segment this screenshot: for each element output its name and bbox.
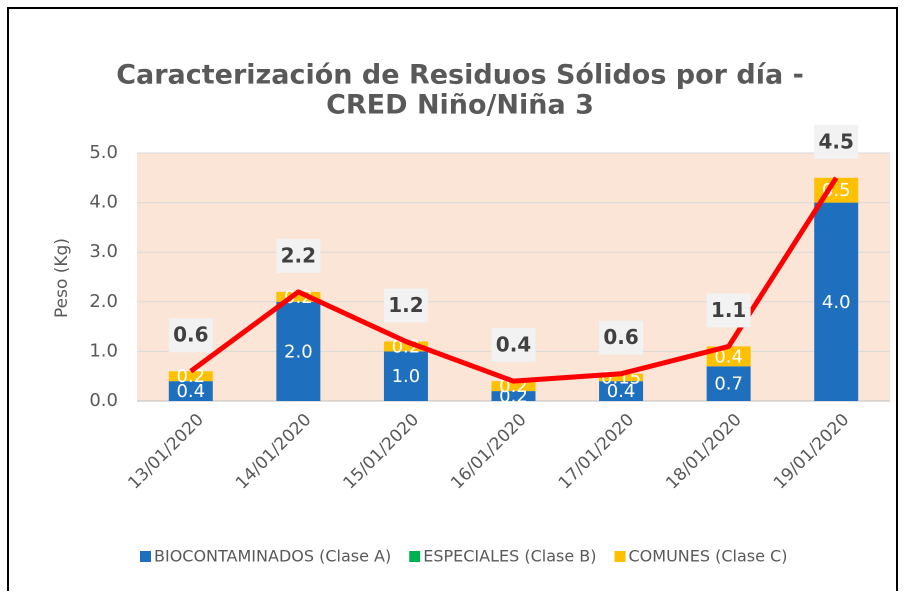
total-label: 1.2 bbox=[388, 293, 423, 317]
data-label: 0.2 bbox=[284, 287, 313, 308]
legend-label: COMUNES (Clase C) bbox=[629, 547, 788, 566]
total-label: 0.4 bbox=[496, 333, 531, 357]
y-tick-label: 3.0 bbox=[89, 241, 118, 262]
y-tick-label: 2.0 bbox=[89, 291, 118, 312]
total-label: 4.5 bbox=[818, 129, 853, 153]
data-label: 1.0 bbox=[392, 366, 421, 387]
total-label-box bbox=[706, 293, 751, 328]
bar bbox=[491, 391, 536, 401]
y-tick-label: 5.0 bbox=[89, 142, 118, 163]
bar bbox=[383, 351, 428, 401]
bar bbox=[168, 371, 213, 382]
bar bbox=[491, 381, 536, 392]
bar bbox=[599, 381, 644, 401]
y-axis-label: Peso (Kg) bbox=[52, 238, 72, 318]
total-line bbox=[189, 176, 839, 384]
bar bbox=[168, 381, 213, 401]
bar bbox=[276, 301, 321, 401]
chart-title: CRED Niño/Niña 3 bbox=[326, 90, 594, 121]
total-label-box bbox=[168, 318, 213, 353]
plot-area bbox=[137, 153, 890, 401]
bar bbox=[706, 366, 751, 401]
total-label-box bbox=[276, 238, 321, 273]
data-label: 0.7 bbox=[714, 374, 743, 395]
bar bbox=[599, 373, 644, 382]
data-label: 0.2 bbox=[499, 386, 528, 407]
total-label-box bbox=[599, 320, 644, 355]
data-label: 0.4 bbox=[714, 346, 743, 367]
total-label-box bbox=[814, 124, 859, 159]
bar bbox=[276, 291, 321, 302]
total-label: 0.6 bbox=[173, 323, 208, 347]
legend-swatch bbox=[140, 551, 151, 562]
y-tick-label: 0.0 bbox=[89, 390, 118, 411]
data-label: 0.2 bbox=[176, 366, 205, 387]
total-label: 0.6 bbox=[603, 325, 638, 349]
y-tick-label: 1.0 bbox=[89, 340, 118, 361]
data-label: 0.4 bbox=[607, 381, 636, 402]
bar bbox=[383, 341, 428, 352]
frame bbox=[7, 7, 898, 591]
total-label-box bbox=[491, 328, 536, 363]
total-label: 1.1 bbox=[711, 298, 746, 322]
data-label: 2.0 bbox=[284, 341, 313, 362]
total-label: 2.2 bbox=[281, 243, 316, 267]
chart-title: Caracterización de Residuos Sólidos por … bbox=[116, 60, 804, 91]
legend-swatch bbox=[614, 551, 626, 562]
legend-label: BIOCONTAMINADOS (Clase A) bbox=[154, 547, 391, 566]
legend-label: ESPECIALES (Clase B) bbox=[423, 547, 596, 566]
total-label-box bbox=[383, 288, 428, 323]
bar bbox=[814, 202, 859, 401]
legend-swatch bbox=[409, 551, 421, 562]
data-label: 4.0 bbox=[822, 292, 851, 313]
y-tick-label: 4.0 bbox=[89, 192, 118, 213]
data-label: 0.4 bbox=[176, 381, 205, 402]
